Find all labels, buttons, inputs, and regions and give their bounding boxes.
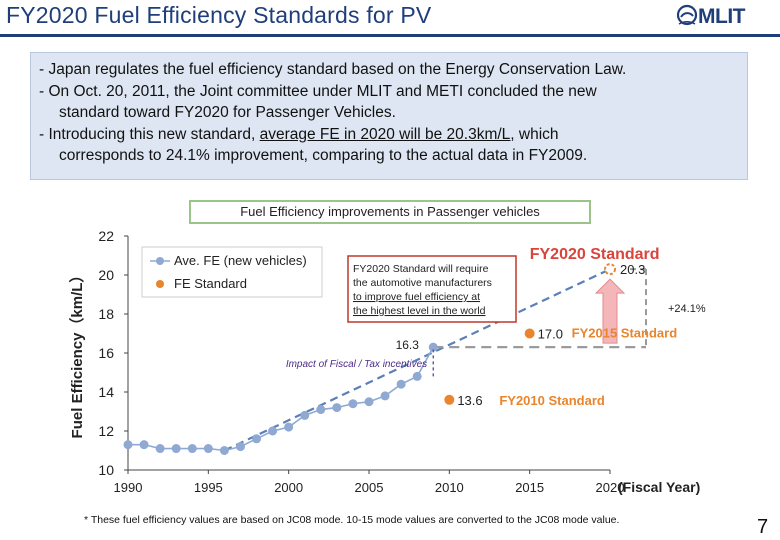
y-tick-label: 20 — [98, 267, 114, 283]
intro-line-2: - On Oct. 20, 2011, the Joint committee … — [39, 82, 597, 100]
ave-fe-point — [155, 444, 165, 454]
ave-fe-point — [412, 371, 422, 381]
y-tick-label: 14 — [98, 384, 114, 400]
ave-fe-point — [123, 440, 133, 450]
intro-line-4: - Introducing this new standard, average… — [39, 124, 739, 146]
legend-box — [141, 246, 323, 298]
x-tick-label: 2020 — [596, 480, 625, 495]
y-tick-label: 16 — [98, 345, 114, 361]
ave-fe-point — [171, 444, 181, 454]
ave-fe-point — [396, 379, 406, 389]
logo-text: MLIT — [698, 5, 745, 28]
x-tick-label: 2000 — [274, 480, 303, 495]
ave-fe-point — [187, 444, 197, 454]
fy2020-heading: FY2020 Standard — [530, 246, 660, 263]
legend-ave-marker — [156, 257, 164, 265]
ave-fe-point — [364, 397, 374, 407]
y-tick-label: 10 — [98, 462, 114, 478]
legend-std-label: FE Standard — [174, 276, 247, 291]
chart-heading: Fuel Efficiency improvements in Passenge… — [189, 200, 591, 224]
intro-line-5: corresponds to 24.1% improvement, compar… — [59, 147, 588, 164]
fiscal-impact-label: Impact of Fiscal / Tax incentives — [286, 359, 427, 370]
title-rule — [0, 34, 780, 37]
fe-standard-point — [444, 394, 455, 405]
x-tick-label: 2015 — [515, 480, 544, 495]
ave-fe-point — [268, 426, 278, 436]
ave-fe-point — [300, 410, 310, 420]
improvement-label: +24.1% — [668, 303, 706, 315]
page-number: 7 — [757, 516, 769, 538]
callout-box — [347, 255, 517, 323]
x-tick-label: 2005 — [355, 480, 384, 495]
footnote: * These fuel efficiency values are based… — [84, 514, 620, 526]
legend-ave-label: Ave. FE (new vehicles) — [174, 253, 307, 268]
fy2010-value: 13.6 — [457, 393, 482, 408]
ave-fe-point — [284, 422, 294, 432]
ave-fe-point — [348, 399, 358, 409]
fy2015-label: FY2015 Standard — [572, 326, 678, 341]
fy2010-label: FY2010 Standard — [499, 393, 605, 408]
x-tick-label: 2010 — [435, 480, 464, 495]
callout-line: to improve fuel efficiency at — [353, 291, 480, 303]
y-tick-label: 12 — [98, 423, 114, 439]
ave-fe-point — [316, 405, 326, 415]
ave-fe-point — [203, 444, 213, 454]
y-tick-label: 18 — [98, 306, 114, 322]
x-axis-label: (Fiscal Year) — [618, 479, 700, 495]
ave-fe-point — [428, 342, 438, 352]
page-title: FY2020 Fuel Efficiency Standards for PV — [6, 2, 432, 28]
ave-fe-point — [219, 446, 229, 455]
intro-line-4-start: - Introducing this new standard, — [39, 125, 260, 143]
legend-std-marker — [156, 280, 164, 288]
callout-line: the automotive manufacturers — [353, 277, 492, 289]
mlit-logo: MLIT — [676, 4, 772, 30]
ave-fe-point — [380, 391, 390, 401]
intro-highlight: average FE in 2020 will be 20.3km/L, — [259, 125, 515, 143]
y-tick-label: 22 — [98, 228, 114, 244]
fy2020-value: 20.3 — [620, 262, 645, 277]
fe-standard-point — [604, 263, 616, 276]
callout-line: the highest level in the world — [353, 305, 486, 317]
intro-box: - Japan regulates the fuel efficiency st… — [30, 52, 748, 180]
intro-line-1: - Japan regulates the fuel efficiency st… — [39, 61, 627, 78]
intro-line-4-end: which — [514, 125, 559, 143]
ave-fe-point — [252, 434, 262, 444]
ave-fe-point — [332, 403, 342, 413]
x-tick-label: 1995 — [194, 480, 223, 495]
trend-line — [223, 268, 611, 452]
ave-fe-point — [139, 440, 149, 450]
ave-fe-point — [235, 442, 245, 452]
intro-line-3: standard toward FY2020 for Passenger Veh… — [59, 104, 396, 121]
improvement-arrow — [594, 278, 626, 344]
x-tick-label: 1990 — [114, 480, 143, 495]
y-axis-label: Fuel Efficiency（km/L） — [68, 268, 86, 439]
mlit-logo-icon — [676, 4, 698, 26]
fy2015-value: 17.0 — [538, 327, 563, 342]
fe-standard-point — [524, 328, 535, 339]
last-ave-label: 16.3 — [396, 338, 420, 352]
callout-line: FY2020 Standard will require — [353, 263, 489, 275]
